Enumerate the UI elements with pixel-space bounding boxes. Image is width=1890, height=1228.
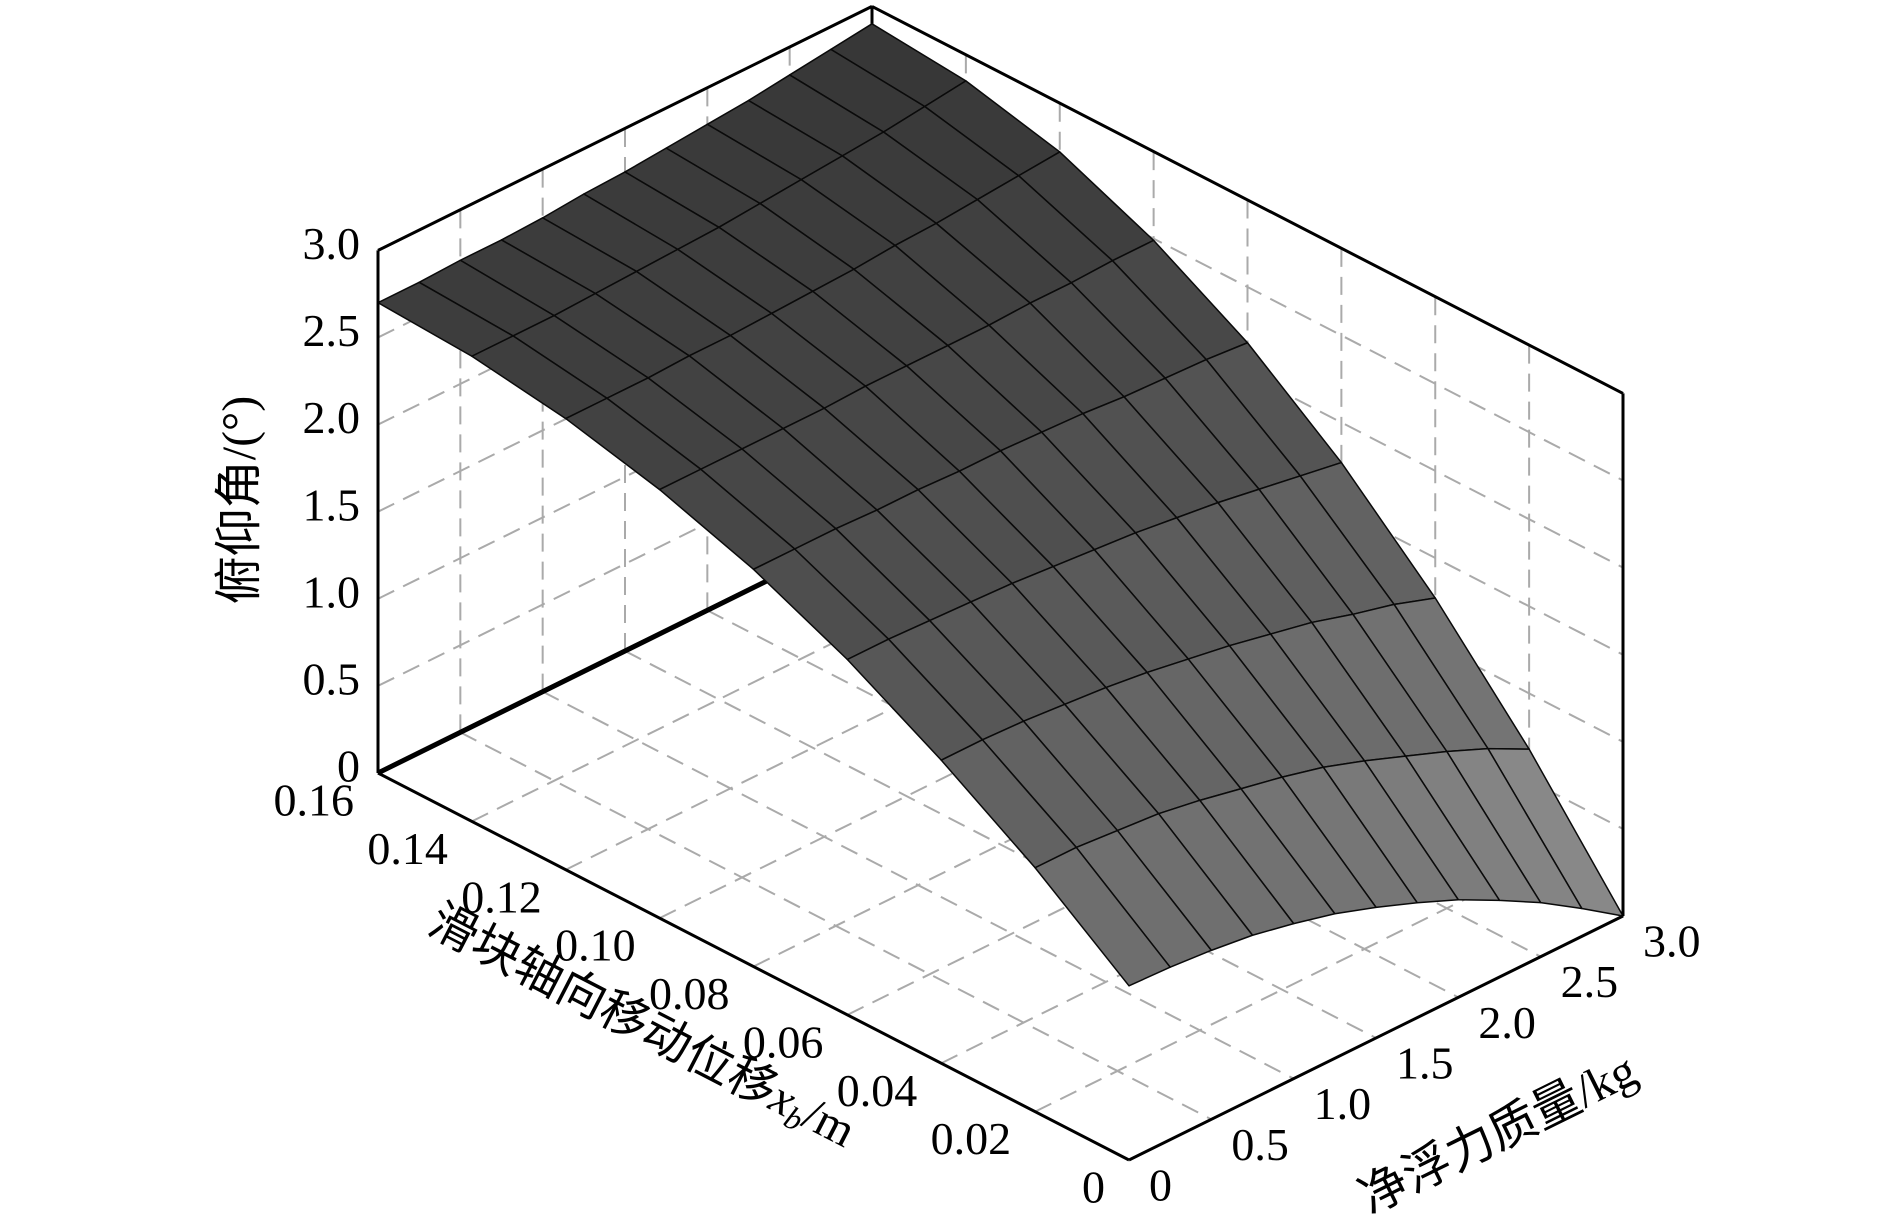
axis-frame [377, 771, 1130, 1162]
y-tick-label: 0.08 [649, 968, 730, 1019]
grid-line [624, 650, 1377, 1039]
z-tick-label: 1.5 [303, 479, 361, 530]
x-tick-label: 2.0 [1478, 997, 1536, 1048]
z-tick-label: 0 [337, 741, 360, 792]
z-tick-label: 1.0 [303, 566, 361, 617]
x-tick-label: 3.0 [1643, 916, 1701, 967]
surface-cell [1034, 846, 1171, 987]
x-tick-label: 2.5 [1561, 956, 1619, 1007]
y-tick-label: 0.02 [931, 1113, 1012, 1164]
y-tick-label: 0.16 [274, 775, 355, 826]
axis-frame [377, 5, 873, 252]
z-tick-label: 0.5 [303, 653, 361, 704]
x-tick-label: 1.5 [1396, 1038, 1454, 1089]
axis-frame [1128, 914, 1624, 1162]
y-tick-label: 0 [1082, 1162, 1105, 1213]
y-tick-label: 0.12 [461, 871, 542, 922]
y-tick-label: 0.10 [555, 920, 636, 971]
z-tick-label: 2.5 [303, 305, 361, 356]
x-tick-label: 0 [1149, 1160, 1172, 1211]
x-tick-label: 1.0 [1314, 1078, 1372, 1129]
y-tick-label: 0.14 [367, 823, 448, 874]
grid-line [1034, 866, 1530, 1113]
y-tick-label: 0.06 [743, 1016, 824, 1067]
z-tick-label: 3.0 [303, 218, 361, 269]
z-axis-label: 俯仰角/(°) [213, 396, 266, 605]
x-tick-label: 0.5 [1231, 1119, 1289, 1170]
z-tick-label: 2.0 [303, 392, 361, 443]
y-tick-label: 0.04 [837, 1065, 918, 1116]
axis-frame [871, 5, 1624, 395]
